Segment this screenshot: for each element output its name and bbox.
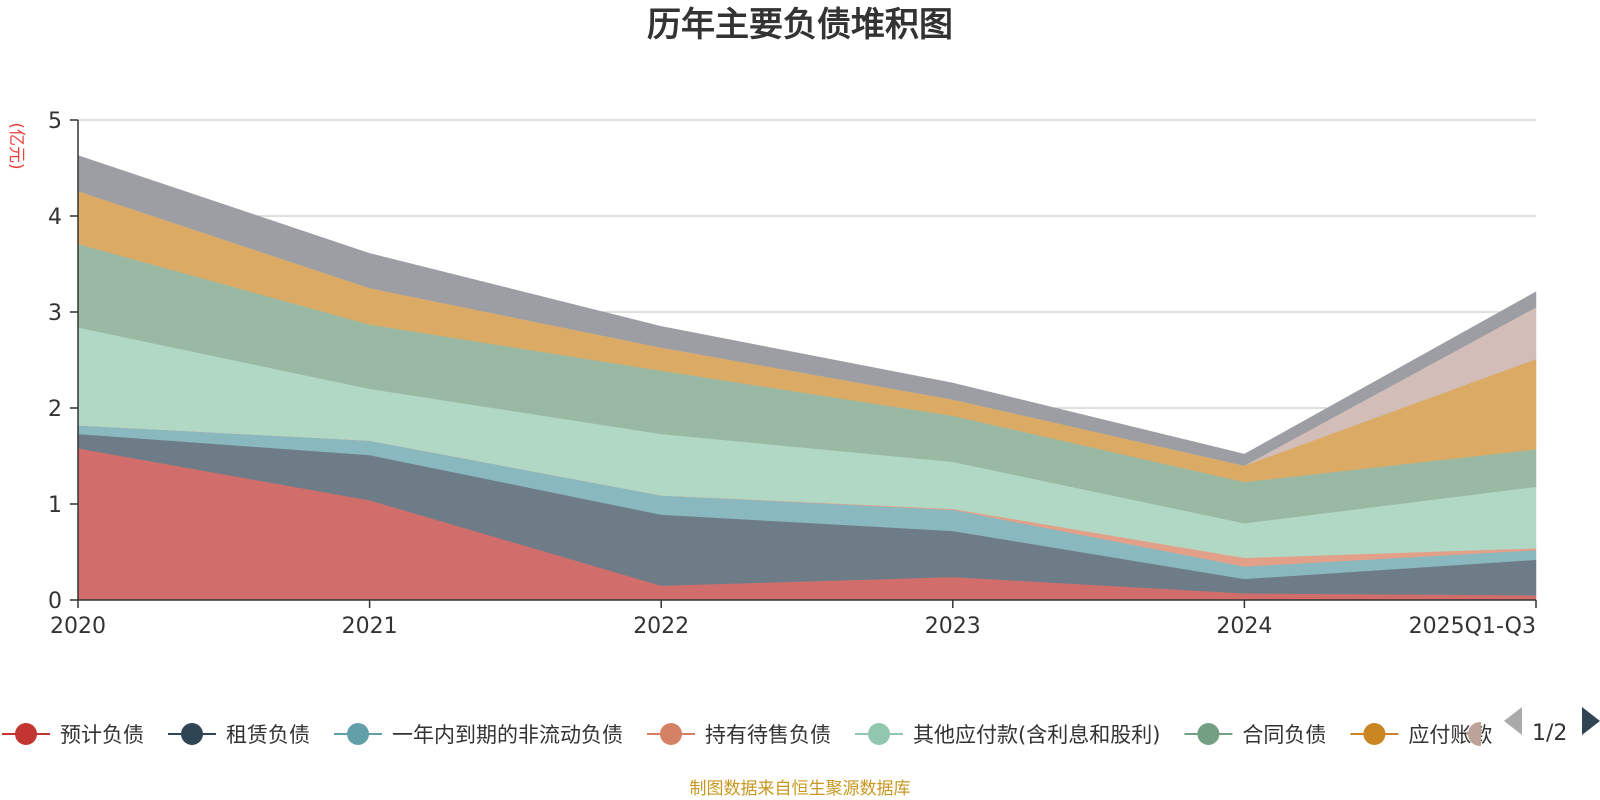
y-tick-label: 1 — [48, 493, 62, 518]
legend-label: 其他应付款(含利息和股利) — [913, 723, 1160, 747]
legend-circle-icon — [347, 723, 369, 745]
y-tick-label: 4 — [48, 205, 62, 230]
legend-circle-icon — [181, 723, 203, 745]
legend-item[interactable]: 合同负债 — [1184, 723, 1326, 747]
legend-next-item-icon — [1466, 721, 1481, 747]
legend-circle-icon — [1197, 723, 1220, 745]
legend-prev-icon[interactable] — [1504, 707, 1522, 735]
legend-circle-icon — [868, 723, 890, 745]
y-tick-label: 5 — [48, 109, 62, 134]
legend-label: 租赁负债 — [226, 723, 310, 747]
legend-item[interactable]: 其他应付款(含利息和股利) — [855, 723, 1160, 747]
legend-circle-icon — [15, 723, 37, 745]
x-tick-label: 2022 — [633, 614, 689, 639]
legend-item[interactable]: 预计负债 — [2, 723, 144, 747]
y-tick-label: 3 — [48, 301, 62, 326]
legend-label: 预计负债 — [60, 723, 144, 747]
legend-item[interactable]: 持有待售负债 — [647, 723, 831, 747]
legend: 预计负债 租赁负债 一年内到期的非流动负债 持有待售负债 其他应付款(含利息和股利) 合同… — [2, 721, 1492, 747]
chart-title: 历年主要负债堆积图 — [647, 5, 953, 45]
y-tick-label: 2 — [48, 397, 62, 422]
y-tick-label: 0 — [48, 589, 62, 614]
x-tick-label: 2025Q1-Q3 — [1409, 614, 1536, 639]
legend-item[interactable]: 一年内到期的非流动负债 — [334, 723, 623, 747]
area-series — [77, 155, 1537, 601]
legend-label: 合同负债 — [1242, 723, 1326, 747]
data-source-note: 制图数据来自恒生聚源数据库 — [690, 779, 911, 799]
axes: 0 1 2 3 4 5 2020 2021 2022 2023 2024 2025Q1-Q3 — [48, 109, 1537, 639]
x-tick-label: 2024 — [1216, 614, 1272, 639]
legend-label: 持有待售负债 — [705, 723, 831, 747]
x-tick-label: 2020 — [50, 614, 106, 639]
legend-pager: 1/2 — [1504, 707, 1600, 746]
legend-circle-icon — [660, 723, 682, 745]
x-tick-label: 2021 — [342, 614, 398, 639]
legend-next-icon[interactable] — [1582, 707, 1600, 735]
legend-circle-icon — [1363, 723, 1386, 745]
x-tick-label: 2023 — [925, 614, 981, 639]
legend-page-indicator: 1/2 — [1532, 721, 1567, 746]
y-axis-unit: (亿元) — [6, 122, 26, 169]
legend-label: 一年内到期的非流动负债 — [392, 723, 623, 747]
legend-item[interactable]: 租赁负债 — [168, 723, 310, 747]
area-series-8 — [77, 155, 1537, 466]
